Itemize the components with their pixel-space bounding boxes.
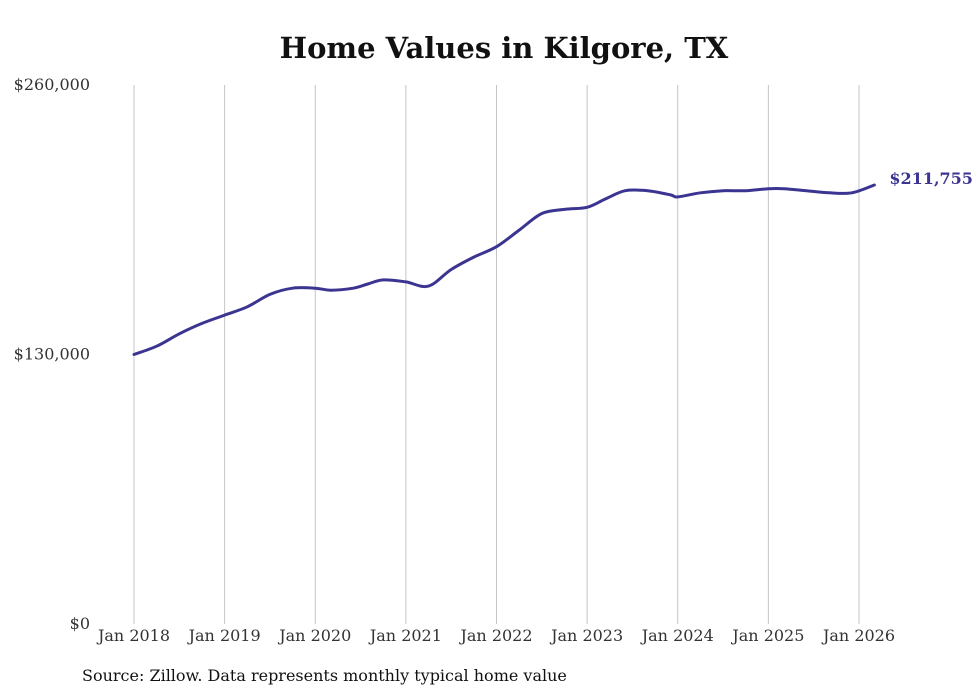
x-tick-label: Jan 2023 <box>549 626 623 645</box>
line-chart: Home Values in Kilgore, TX $260,000 $130,… <box>14 31 973 645</box>
y-tick-label: $130,000 <box>14 345 90 364</box>
series-line-0 <box>132 183 876 356</box>
chart-title: Home Values in Kilgore, TX <box>280 31 729 65</box>
y-axis-ticks: $260,000 $130,000 $0 <box>14 75 90 633</box>
x-axis-ticks: Jan 2018 Jan 2019 Jan 2020 Jan 2021 Jan 2022… <box>96 626 895 645</box>
x-tick-label: Jan 2022 <box>458 626 532 645</box>
last-value-label: $211,755 <box>889 169 973 188</box>
y-tick-label: $260,000 <box>14 75 90 94</box>
x-tick-label: Jan 2018 <box>96 626 170 645</box>
x-tick-label: Jan 2026 <box>821 626 895 645</box>
x-tick-label: Jan 2019 <box>187 626 261 645</box>
source-note: Source: Zillow. Data represents monthly … <box>82 666 567 685</box>
y-tick-label: $0 <box>70 614 90 633</box>
x-tick-label: Jan 2021 <box>368 626 442 645</box>
x-tick-label: Jan 2020 <box>277 626 351 645</box>
x-tick-label: Jan 2025 <box>730 626 804 645</box>
x-tick-label: Jan 2024 <box>640 626 714 645</box>
grid-lines <box>133 85 860 624</box>
series-layer <box>132 183 876 356</box>
